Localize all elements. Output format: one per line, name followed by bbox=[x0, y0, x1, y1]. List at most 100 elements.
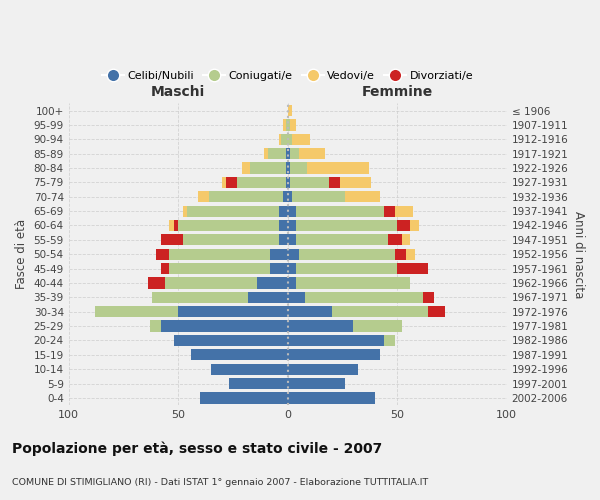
Bar bbox=[263, 148, 268, 159]
Bar bbox=[290, 162, 307, 173]
Bar bbox=[287, 234, 296, 246]
Bar bbox=[287, 162, 290, 173]
Bar bbox=[161, 263, 169, 274]
Bar bbox=[209, 191, 283, 202]
Bar bbox=[287, 120, 290, 130]
Bar bbox=[169, 263, 270, 274]
Bar bbox=[257, 278, 287, 288]
Bar bbox=[95, 306, 178, 318]
Bar bbox=[287, 349, 380, 360]
Bar bbox=[292, 134, 310, 145]
Bar bbox=[397, 263, 428, 274]
Bar bbox=[353, 320, 401, 332]
Y-axis label: Anni di nascita: Anni di nascita bbox=[572, 210, 585, 298]
Text: Popolazione per età, sesso e stato civile - 2007: Popolazione per età, sesso e stato civil… bbox=[12, 441, 382, 456]
Bar bbox=[384, 335, 395, 346]
Bar bbox=[148, 278, 165, 288]
Bar bbox=[299, 148, 325, 159]
Bar bbox=[283, 191, 287, 202]
Legend: Celibi/Nubili, Coniugati/e, Vedovi/e, Divorziati/e: Celibi/Nubili, Coniugati/e, Vedovi/e, Di… bbox=[98, 66, 478, 86]
Bar bbox=[242, 162, 250, 173]
Bar bbox=[296, 263, 397, 274]
Bar bbox=[169, 220, 174, 231]
Text: COMUNE DI STIMIGLIANO (RI) - Dati ISTAT 1° gennaio 2007 - Elaborazione TUTTITALI: COMUNE DI STIMIGLIANO (RI) - Dati ISTAT … bbox=[12, 478, 428, 487]
Bar bbox=[211, 364, 287, 375]
Bar bbox=[410, 220, 419, 231]
Bar bbox=[290, 148, 299, 159]
Bar bbox=[152, 292, 248, 303]
Bar bbox=[286, 177, 287, 188]
Bar bbox=[165, 278, 257, 288]
Bar bbox=[290, 120, 296, 130]
Bar bbox=[286, 148, 287, 159]
Bar bbox=[296, 220, 397, 231]
Bar bbox=[174, 335, 287, 346]
Bar bbox=[340, 177, 371, 188]
Bar bbox=[287, 392, 376, 404]
Bar bbox=[296, 206, 384, 216]
Bar bbox=[384, 206, 395, 216]
Bar bbox=[287, 335, 384, 346]
Bar bbox=[287, 206, 296, 216]
Bar bbox=[238, 177, 286, 188]
Bar bbox=[191, 349, 287, 360]
Bar bbox=[287, 148, 290, 159]
Bar bbox=[287, 220, 296, 231]
Bar bbox=[161, 234, 182, 246]
Bar bbox=[296, 234, 388, 246]
Text: Maschi: Maschi bbox=[151, 85, 205, 99]
Bar bbox=[428, 306, 445, 318]
Bar bbox=[287, 248, 299, 260]
Bar bbox=[287, 306, 331, 318]
Bar bbox=[281, 134, 287, 145]
Bar bbox=[287, 263, 296, 274]
Bar bbox=[287, 191, 292, 202]
Bar bbox=[169, 248, 270, 260]
Bar bbox=[296, 278, 410, 288]
Bar bbox=[395, 248, 406, 260]
Bar bbox=[287, 320, 353, 332]
Bar bbox=[248, 292, 287, 303]
Bar bbox=[286, 120, 287, 130]
Bar bbox=[401, 234, 410, 246]
Bar bbox=[178, 306, 287, 318]
Bar bbox=[198, 191, 209, 202]
Bar bbox=[287, 105, 292, 116]
Y-axis label: Fasce di età: Fasce di età bbox=[15, 219, 28, 290]
Bar bbox=[299, 248, 395, 260]
Bar bbox=[286, 162, 287, 173]
Bar bbox=[182, 234, 279, 246]
Bar bbox=[182, 206, 187, 216]
Bar bbox=[287, 134, 292, 145]
Bar bbox=[424, 292, 434, 303]
Bar bbox=[329, 177, 340, 188]
Bar bbox=[279, 220, 287, 231]
Bar bbox=[187, 206, 279, 216]
Bar bbox=[161, 320, 287, 332]
Bar bbox=[270, 263, 287, 274]
Bar bbox=[287, 177, 290, 188]
Bar bbox=[406, 248, 415, 260]
Bar bbox=[150, 320, 161, 332]
Bar bbox=[250, 162, 286, 173]
Bar bbox=[156, 248, 169, 260]
Bar bbox=[174, 220, 178, 231]
Bar bbox=[287, 292, 305, 303]
Bar bbox=[270, 248, 287, 260]
Bar bbox=[290, 177, 329, 188]
Bar bbox=[279, 234, 287, 246]
Bar bbox=[395, 206, 413, 216]
Bar bbox=[268, 148, 286, 159]
Bar bbox=[388, 234, 401, 246]
Bar bbox=[331, 306, 428, 318]
Bar bbox=[283, 120, 286, 130]
Bar bbox=[397, 220, 410, 231]
Bar bbox=[200, 392, 287, 404]
Bar bbox=[226, 177, 238, 188]
Bar bbox=[279, 206, 287, 216]
Bar bbox=[178, 220, 279, 231]
Bar bbox=[222, 177, 226, 188]
Bar bbox=[307, 162, 369, 173]
Text: Femmine: Femmine bbox=[362, 85, 433, 99]
Bar bbox=[344, 191, 380, 202]
